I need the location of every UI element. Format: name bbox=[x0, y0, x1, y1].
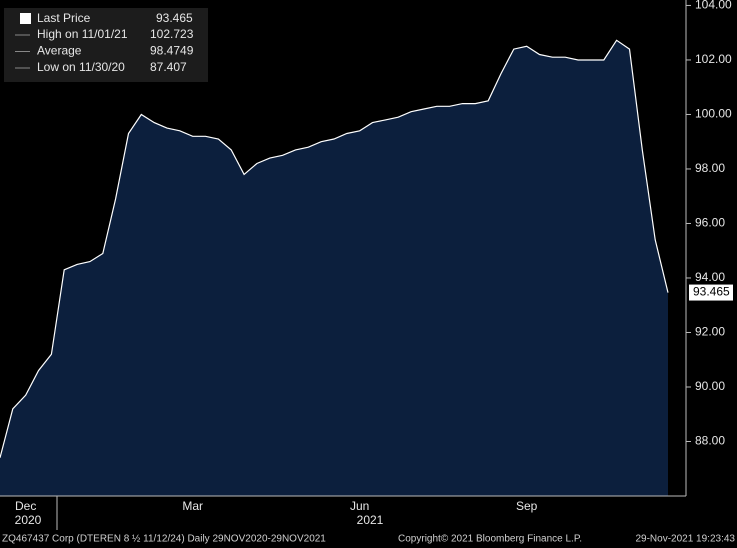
y-tick-label: 90.00 bbox=[695, 379, 725, 393]
legend-label: Low on 11/30/20 bbox=[37, 60, 125, 74]
legend-value: 87.407 bbox=[150, 60, 187, 74]
legend-label: Average bbox=[37, 44, 82, 58]
y-tick-label: 92.00 bbox=[695, 325, 725, 339]
legend-value: 102.723 bbox=[150, 27, 194, 41]
area bbox=[0, 40, 668, 497]
x-tick-label: Sep bbox=[516, 499, 538, 513]
footer-center: Copyright© 2021 Bloomberg Finance L.P. bbox=[398, 534, 582, 545]
year-label: 2021 bbox=[357, 513, 384, 527]
legend-stats: High on 11/01/21 102.723 Average 98.4749 Low… bbox=[15, 27, 194, 74]
legend-label: High on 11/01/21 bbox=[37, 27, 128, 41]
legend-value: 93.465 bbox=[156, 11, 193, 25]
y-tick-label: 100.00 bbox=[695, 107, 732, 121]
y-tick-label: 94.00 bbox=[695, 270, 725, 284]
footer bbox=[0, 530, 737, 548]
footer-right: 29-Nov-2021 19:23:43 bbox=[635, 534, 735, 545]
legend-box bbox=[4, 8, 208, 82]
y-tick-label: 96.00 bbox=[695, 216, 725, 230]
last-value-box bbox=[689, 284, 733, 301]
legend-swatch bbox=[20, 13, 31, 24]
line bbox=[0, 39, 669, 458]
x-tick-label: Jun bbox=[350, 499, 369, 513]
plot-area bbox=[0, 39, 669, 497]
y-tick-label: 88.00 bbox=[695, 434, 725, 448]
legend-label: Last Price bbox=[37, 11, 91, 25]
y-tick-label: 98.00 bbox=[695, 161, 725, 175]
footer-left: ZQ467437 Corp (DTEREN 8 ½ 11/12/24) Dail… bbox=[2, 534, 326, 545]
x-tick-label: Mar bbox=[182, 499, 203, 513]
x-tick-label: Dec bbox=[15, 499, 36, 513]
year-label: 2020 bbox=[15, 513, 42, 527]
last-value-label: 93.465 bbox=[693, 285, 730, 299]
legend-value: 98.4749 bbox=[150, 44, 194, 58]
y-tick-label: 102.00 bbox=[695, 52, 732, 66]
y-tick-label: 104.00 bbox=[695, 0, 732, 12]
